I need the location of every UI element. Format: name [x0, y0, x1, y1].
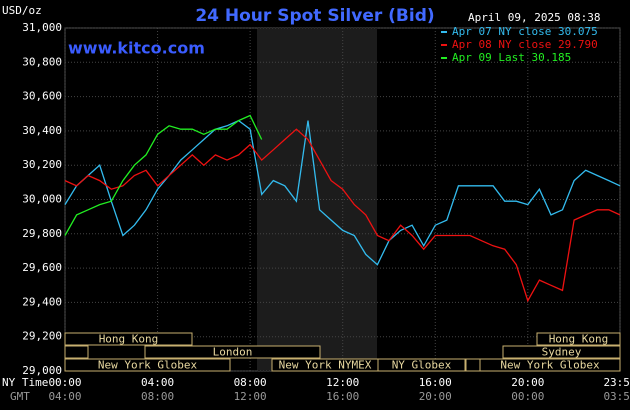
y-tick-label: 30,600 [22, 90, 62, 103]
series-line [64, 114, 263, 236]
x-tick-label: 16:00 [419, 376, 452, 389]
session-box [377, 358, 466, 372]
session-box [536, 332, 621, 346]
timestamp: April 09, 2025 08:38 [468, 11, 600, 24]
y-tick-label: 30,800 [22, 55, 62, 68]
x2-tick-label: 04:00 [48, 390, 81, 403]
session-label: London [213, 346, 253, 359]
session-box [502, 345, 621, 359]
x2-tick-label: 08:00 [141, 390, 174, 403]
lines [64, 114, 621, 303]
y-tick-label: 30,000 [22, 193, 62, 206]
y-tick-label: 29,800 [22, 227, 62, 240]
session-label: Hong Kong [549, 333, 609, 346]
x-tick-label: 12:00 [326, 376, 359, 389]
session-box [144, 345, 321, 359]
x-tick-label: 00:00 [48, 376, 81, 389]
x2-label: GMT [10, 390, 30, 403]
session-box [64, 332, 193, 346]
x2-tick-label: 12:00 [234, 390, 267, 403]
legend-label: Apr 08 NY close 29.790 [452, 38, 598, 51]
session-box [479, 358, 621, 372]
grid [64, 27, 621, 372]
x2-tick-label: 00:00 [511, 390, 544, 403]
x-tick-label: 08:00 [234, 376, 267, 389]
y-tick-label: 29,600 [22, 261, 62, 274]
y-tick-label: 29,000 [22, 364, 62, 377]
session-label: Sydney [542, 346, 582, 359]
y-tick-label: 29,400 [22, 295, 62, 308]
site-url: www.kitco.com [68, 39, 205, 58]
session-label: NY Globex [392, 359, 452, 372]
x2-tick-label: 16:00 [326, 390, 359, 403]
session-box [465, 358, 481, 372]
y-tick-label: 30,400 [22, 124, 62, 137]
y-tick-label: 29,200 [22, 330, 62, 343]
session-label: New York NYMEX [279, 359, 372, 372]
session-label: New York Globex [500, 359, 600, 372]
chart-title: 24 Hour Spot Silver (Bid) [195, 6, 434, 26]
x-tick-label: 04:00 [141, 376, 174, 389]
y-tick-label: 31,000 [22, 21, 62, 34]
session-box [64, 358, 231, 372]
legend-label: Apr 09 Last 30.185 [452, 51, 571, 64]
x-tick-label: 20:00 [511, 376, 544, 389]
y-unit: USD/oz [2, 4, 42, 17]
series-line [64, 119, 621, 266]
session-box [64, 345, 89, 359]
series-line [64, 128, 621, 303]
session-label: Hong Kong [99, 333, 159, 346]
sessions: Hong Kong London New York Globex New York N… [64, 332, 621, 372]
y-tick-label: 30,200 [22, 158, 62, 171]
session-label: New York Globex [98, 359, 198, 372]
x-tick-label: 23:59 [603, 376, 630, 389]
x2-tick-label: 03:59 [603, 390, 630, 403]
legend-label: Apr 07 NY close 30.075 [452, 25, 598, 38]
x2-tick-label: 20:00 [419, 390, 452, 403]
x-label: NY Time [2, 376, 48, 389]
